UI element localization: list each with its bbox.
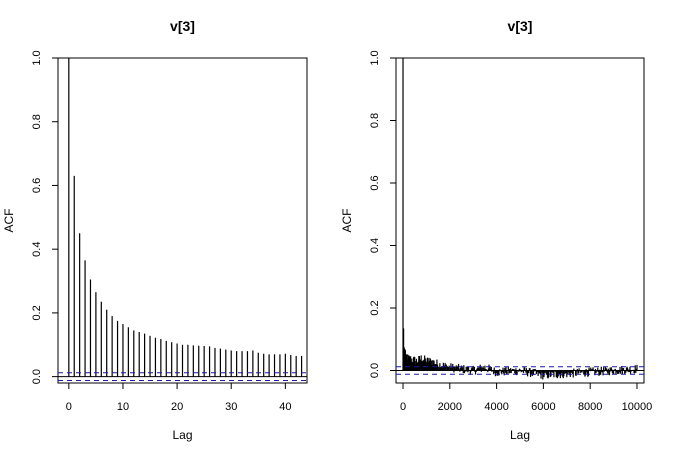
y-tick-label: 0.8 xyxy=(31,114,43,129)
y-tick-label: 1.0 xyxy=(369,50,381,65)
y-tick-label: 0.6 xyxy=(31,178,43,193)
x-axis-label: Lag xyxy=(172,428,192,442)
acf-panel-left: v[3] 0.0 0.2 0.4 0.6 0.8 1.0 0 10 20 30 40 Lag ACF xyxy=(2,18,308,442)
y-tick-label: 0.4 xyxy=(369,238,381,253)
x-tick-label: 6000 xyxy=(531,401,555,413)
x-axis-label: Lag xyxy=(510,428,530,442)
y-tick-label: 0.6 xyxy=(369,175,381,190)
chart-title: v[3] xyxy=(508,18,533,34)
y-tick-label: 0.0 xyxy=(369,363,381,378)
y-tick-label: 1.0 xyxy=(31,50,43,65)
y-tick-label: 0.2 xyxy=(31,305,43,320)
y-axis-label: ACF xyxy=(2,209,16,233)
x-tick-label: 30 xyxy=(225,401,237,413)
x-tick-label: 4000 xyxy=(484,401,508,413)
y-tick-label: 0.4 xyxy=(31,242,43,257)
x-tick-label: 40 xyxy=(279,401,291,413)
y-tick-label: 0.0 xyxy=(31,369,43,384)
x-tick-label: 0 xyxy=(400,401,406,413)
x-tick-label: 2000 xyxy=(438,401,462,413)
y-axis-label: ACF xyxy=(340,209,354,233)
x-tick-label: 0 xyxy=(66,401,72,413)
x-tick-label: 20 xyxy=(171,401,183,413)
plot-frame xyxy=(395,57,645,384)
chart-title: v[3] xyxy=(170,18,195,34)
x-tick-label: 8000 xyxy=(578,401,602,413)
y-tick-label: 0.8 xyxy=(369,113,381,128)
y-tick-label: 0.2 xyxy=(369,300,381,315)
x-tick-label: 10000 xyxy=(622,401,653,413)
plot-frame xyxy=(57,57,308,384)
acf-panel-right: v[3] 0.0 0.2 0.4 0.6 0.8 1.0 0 2000 4000 6000 8000 1… xyxy=(340,18,652,442)
x-tick-label: 10 xyxy=(117,401,129,413)
